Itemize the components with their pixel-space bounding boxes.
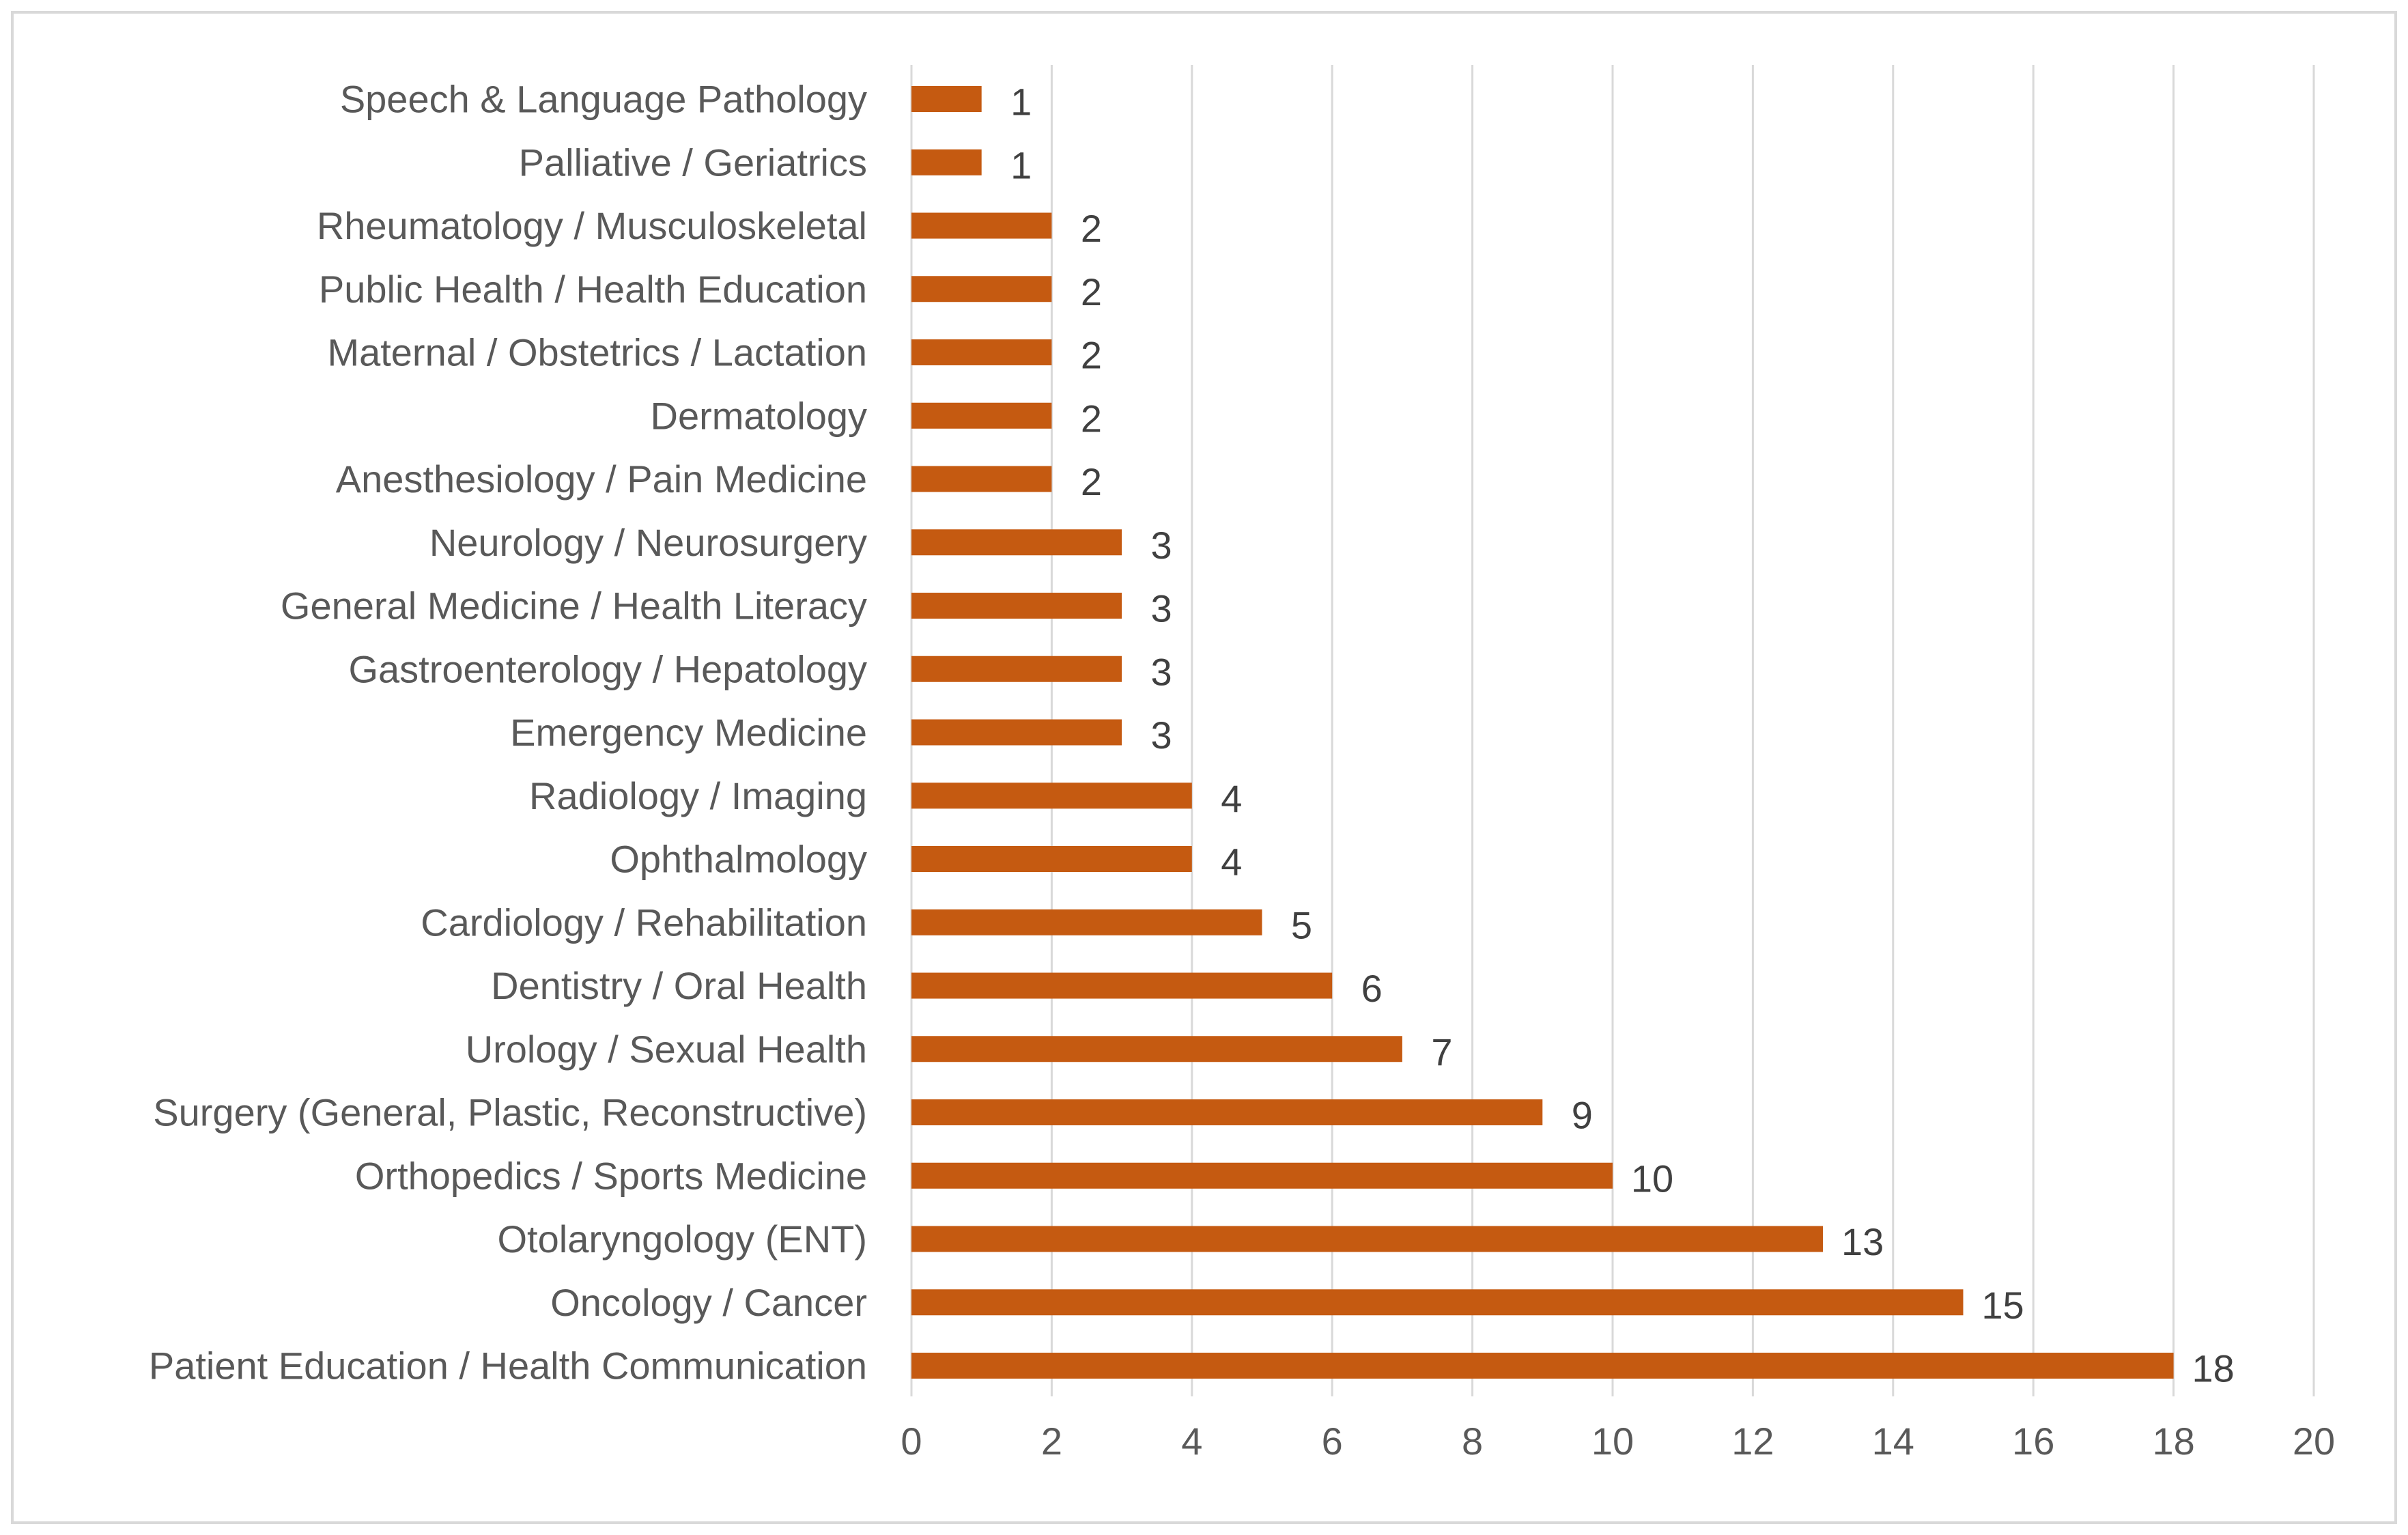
bar xyxy=(911,1226,1824,1252)
data-label: 3 xyxy=(1151,587,1172,630)
data-label: 4 xyxy=(1221,841,1242,884)
bar xyxy=(911,719,1122,746)
category-label: Dermatology xyxy=(651,394,867,437)
category-label: Oncology / Cancer xyxy=(550,1281,867,1324)
bar xyxy=(911,656,1122,682)
x-tick-label: 8 xyxy=(1462,1420,1483,1463)
category-label: General Medicine / Health Literacy xyxy=(281,585,867,628)
data-label: 1 xyxy=(1010,81,1032,124)
data-label: 1 xyxy=(1010,143,1032,186)
bar xyxy=(911,212,1052,239)
category-label: Dentistry / Oral Health xyxy=(491,964,867,1007)
category-label: Maternal / Obstetrics / Lactation xyxy=(327,331,867,374)
x-tick-label: 20 xyxy=(2293,1420,2335,1463)
bar xyxy=(911,1036,1402,1062)
bar xyxy=(911,339,1052,365)
category-label: Neurology / Neurosurgery xyxy=(429,521,867,564)
category-label: Anesthesiology / Pain Medicine xyxy=(336,457,867,501)
data-label: 13 xyxy=(1841,1220,1884,1263)
data-label: 7 xyxy=(1431,1030,1452,1073)
data-label: 2 xyxy=(1081,207,1102,250)
data-label: 10 xyxy=(1631,1157,1673,1200)
bar xyxy=(911,149,982,175)
category-label: Urology / Sexual Health xyxy=(466,1028,867,1071)
data-label: 2 xyxy=(1081,460,1102,503)
data-label: 18 xyxy=(2192,1347,2234,1390)
x-tick-label: 2 xyxy=(1041,1420,1062,1463)
x-tick-label: 4 xyxy=(1181,1420,1202,1463)
x-tick-label: 14 xyxy=(1872,1420,1914,1463)
category-label: Patient Education / Health Communication xyxy=(149,1344,867,1388)
category-label: Surgery (General, Plastic, Reconstructiv… xyxy=(153,1091,867,1134)
bar xyxy=(911,86,982,112)
data-label: 5 xyxy=(1291,903,1312,946)
bar xyxy=(911,402,1052,429)
x-tick-label: 0 xyxy=(901,1420,922,1463)
x-axis-tick-labels: 0 2 4 6 8 10 12 14 16 18 20 xyxy=(901,1420,2335,1463)
category-label: Orthopedics / Sports Medicine xyxy=(355,1154,867,1197)
data-label: 2 xyxy=(1081,270,1102,313)
x-tick-label: 18 xyxy=(2152,1420,2194,1463)
category-label: Speech & Language Pathology xyxy=(340,78,867,121)
data-label: 3 xyxy=(1151,714,1172,757)
data-label: 3 xyxy=(1151,650,1172,693)
data-label: 2 xyxy=(1081,334,1102,377)
category-label: Otolaryngology (ENT) xyxy=(497,1217,867,1261)
category-label: Radiology / Imaging xyxy=(529,774,867,817)
bar xyxy=(911,276,1052,302)
bar xyxy=(911,1353,2174,1379)
data-label: 15 xyxy=(1981,1284,2024,1327)
data-label: 4 xyxy=(1221,777,1242,820)
category-label: Gastroenterology / Hepatology xyxy=(348,647,867,690)
x-tick-label: 6 xyxy=(1322,1420,1343,1463)
data-label: 9 xyxy=(1572,1094,1593,1137)
bar xyxy=(911,972,1333,999)
category-label: Rheumatology / Musculoskeletal xyxy=(317,204,867,247)
bar xyxy=(911,1289,1964,1316)
bar xyxy=(911,466,1052,492)
x-tick-label: 16 xyxy=(2012,1420,2054,1463)
data-labels: 1 1 2 2 2 2 2 3 3 3 3 4 4 5 6 7 9 10 13 15 18 xyxy=(1010,81,2235,1390)
x-tick-label: 10 xyxy=(1591,1420,1634,1463)
bar xyxy=(911,1099,1543,1125)
data-label: 2 xyxy=(1081,397,1102,440)
bar xyxy=(911,909,1262,935)
category-label: Cardiology / Rehabilitation xyxy=(421,901,867,944)
bar xyxy=(911,783,1192,809)
category-label: Public Health / Health Education xyxy=(319,268,867,311)
category-labels: Speech & Language Pathology Palliative / … xyxy=(149,78,867,1388)
bar xyxy=(911,1162,1613,1189)
data-label: 6 xyxy=(1361,967,1383,1010)
category-label: Emergency Medicine xyxy=(510,711,867,754)
bar xyxy=(911,529,1122,556)
bar xyxy=(911,593,1122,619)
data-label: 3 xyxy=(1151,524,1172,567)
chart-frame xyxy=(11,11,2397,1524)
category-label: Palliative / Geriatrics xyxy=(519,141,867,184)
category-label: Ophthalmology xyxy=(610,838,867,881)
bar xyxy=(911,846,1192,872)
bars xyxy=(911,86,2174,1379)
x-tick-label: 12 xyxy=(1731,1420,1774,1463)
